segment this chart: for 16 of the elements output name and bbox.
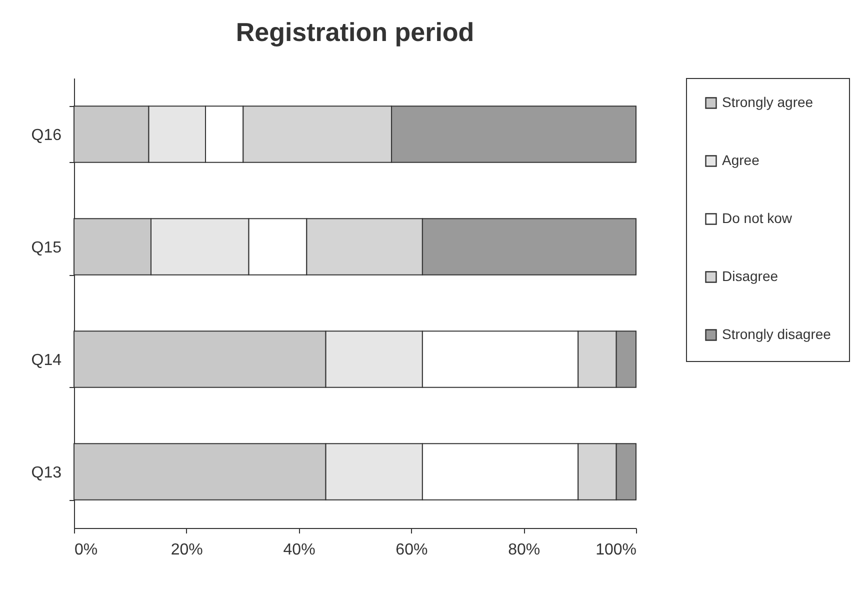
chart-title: Registration period bbox=[236, 17, 474, 47]
legend-label: Agree bbox=[722, 152, 760, 168]
y-tick-label: Q14 bbox=[31, 352, 62, 369]
x-tick-label: 60% bbox=[396, 542, 428, 558]
y-tick-label: Q13 bbox=[31, 464, 62, 482]
legend-label: Do not kow bbox=[722, 210, 793, 226]
y-tick-label: Q16 bbox=[31, 126, 62, 144]
x-tick-label: 0% bbox=[74, 542, 98, 558]
x-tick-label: 100% bbox=[596, 542, 636, 558]
x-tick-label: 20% bbox=[170, 542, 203, 558]
x-tick-label: 40% bbox=[283, 542, 316, 558]
legend-label: Strongly agree bbox=[722, 94, 814, 110]
legend-label: Disagree bbox=[722, 268, 778, 284]
legend-label: Strongly disagree bbox=[722, 326, 832, 342]
y-tick-label: Q15 bbox=[31, 239, 62, 256]
x-tick-label: 80% bbox=[508, 542, 540, 558]
